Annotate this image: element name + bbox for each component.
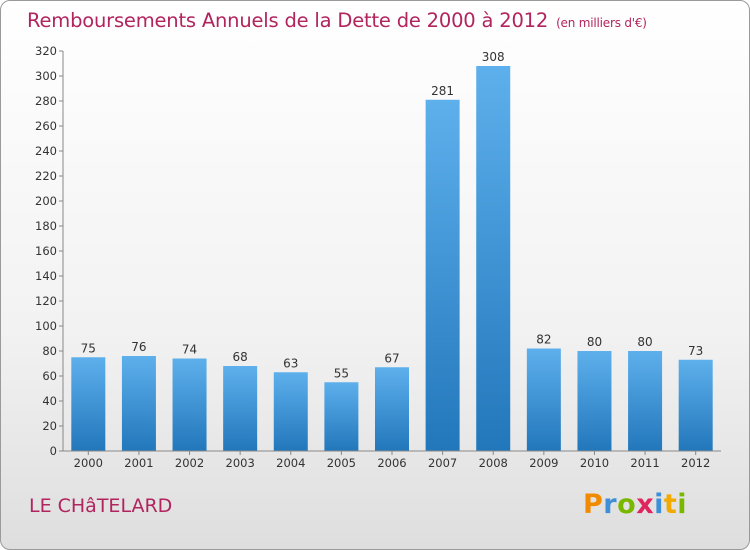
x-axis: 2000 2001 2002 2003 2004 2005 2006 2007 2008 2009… — [63, 450, 721, 470]
y-tick-label: 260 — [35, 119, 57, 133]
bar-2004 — [273, 372, 308, 451]
bar-value-label: 281 — [431, 84, 454, 98]
bar-value-label: 67 — [384, 351, 399, 365]
bar-2006 — [375, 367, 409, 451]
x-tick-label: 2002 — [175, 456, 204, 470]
bar-value-label: 63 — [283, 356, 298, 370]
logo-letter: i — [677, 489, 688, 520]
logo-letter: P — [583, 489, 604, 520]
bar-2001 — [121, 356, 156, 451]
x-tick-label: 2000 — [74, 456, 103, 470]
y-tick-label: 80 — [42, 344, 57, 358]
logo-letter: r — [603, 489, 618, 520]
y-tick-label: 100 — [35, 319, 57, 333]
y-tick-label: 60 — [42, 369, 57, 383]
logo-letter: o — [617, 489, 637, 520]
y-tick-label: 20 — [42, 419, 57, 433]
x-tick-label: 2004 — [276, 456, 305, 470]
y-tick-label: 320 — [35, 44, 57, 58]
bar-value-label: 74 — [182, 343, 197, 357]
logo-letter: t — [663, 489, 678, 520]
logo-letter: i — [654, 489, 664, 520]
bar-2003 — [223, 366, 258, 451]
bar-value-label: 308 — [482, 50, 505, 64]
bar-2002 — [172, 358, 207, 451]
y-tick-label: 120 — [35, 294, 57, 308]
bar-2012 — [678, 359, 713, 451]
x-tick-label: 2005 — [327, 456, 356, 470]
bar-value-label: 55 — [334, 366, 349, 380]
bar-2009 — [526, 348, 561, 451]
bar-value-label: 80 — [587, 335, 602, 349]
bar-2011 — [628, 351, 663, 451]
x-tick-label: 2012 — [681, 456, 710, 470]
title-unit: (en milliers d'€) — [556, 16, 647, 30]
bar-2010 — [577, 351, 612, 451]
bar-value-label: 73 — [688, 344, 703, 358]
bar-value-label: 82 — [536, 333, 551, 347]
x-tick-label: 2011 — [630, 456, 659, 470]
x-tick-label: 2006 — [377, 456, 406, 470]
y-tick-label: 220 — [35, 169, 57, 183]
bar-2000 — [71, 357, 106, 451]
y-tick-label: 200 — [35, 194, 57, 208]
y-tick-label: 40 — [42, 394, 57, 408]
x-tick-label: 2009 — [529, 456, 558, 470]
y-tick-label: 140 — [35, 269, 57, 283]
x-tick-label: 2008 — [479, 456, 508, 470]
y-tick-label: 160 — [35, 244, 57, 258]
y-tick-label: 240 — [35, 144, 57, 158]
logo-letter: x — [636, 489, 655, 520]
x-tick-label: 2003 — [226, 456, 255, 470]
proxiti-logo: Proxiti — [583, 489, 687, 520]
x-tick-label: 2001 — [124, 456, 153, 470]
bar-value-label: 68 — [233, 350, 248, 364]
bar-value-label: 76 — [131, 340, 146, 354]
bar-2005 — [324, 382, 359, 451]
y-tick-label: 300 — [35, 69, 57, 83]
y-tick-label: 0 — [50, 444, 57, 458]
y-tick-label: 180 — [35, 219, 57, 233]
bar-2007 — [425, 99, 460, 451]
bar-value-label: 80 — [637, 335, 652, 349]
chart-title: Remboursements Annuels de la Dette de 20… — [27, 9, 647, 32]
commune-name: LE CHâTELARD — [29, 495, 173, 517]
y-axis: 0 20 40 60 80 100 120 140 160 180 200 220 240 260 280 3… — [35, 44, 64, 458]
bar-value-label: 75 — [81, 341, 96, 355]
bars: 75 76 74 68 63 55 67 281 308 82 80 80 73 — [71, 50, 713, 451]
x-tick-label: 2010 — [580, 456, 609, 470]
bar-2008 — [476, 66, 511, 451]
x-tick-label: 2007 — [428, 456, 457, 470]
y-tick-label: 280 — [35, 94, 57, 108]
title-text: Remboursements Annuels de la Dette de 20… — [27, 9, 549, 32]
